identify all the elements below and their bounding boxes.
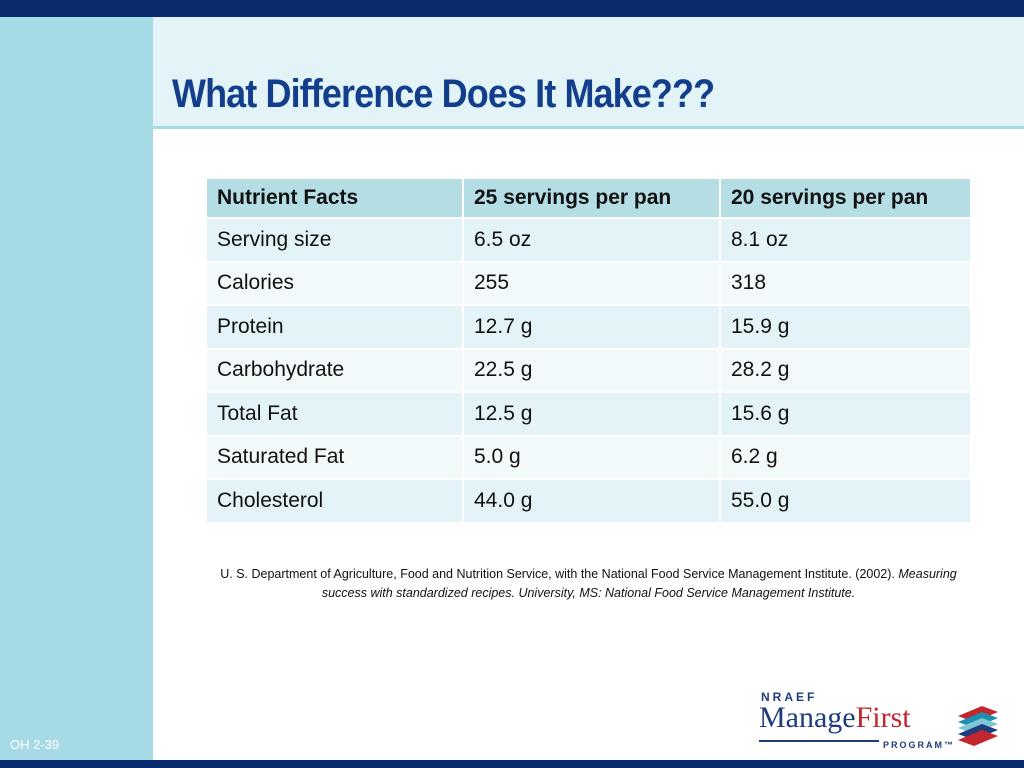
table-cell: 55.0 g bbox=[719, 478, 972, 524]
citation-text: U. S. Department of Agriculture, Food an… bbox=[220, 566, 899, 581]
table-cell: Serving size bbox=[205, 217, 464, 263]
title-divider bbox=[0, 126, 1024, 129]
table-cell: 255 bbox=[462, 260, 721, 306]
logo-wordmark-first: First bbox=[855, 701, 911, 734]
slide-number: OH 2-39 bbox=[10, 737, 60, 752]
table-header-row: Nutrient Facts 25 servings per pan 20 se… bbox=[205, 177, 972, 219]
table-cell: 8.1 oz bbox=[719, 217, 972, 263]
table-cell: Carbohydrate bbox=[205, 347, 464, 393]
nutrition-table: Nutrient Facts 25 servings per pan 20 se… bbox=[205, 177, 972, 524]
table-row: Calories 255 318 bbox=[205, 260, 972, 306]
citation: U. S. Department of Agriculture, Food an… bbox=[205, 565, 972, 603]
column-header: 25 servings per pan bbox=[462, 177, 721, 219]
table-row: Cholesterol 44.0 g 55.0 g bbox=[205, 478, 972, 524]
table-cell: 15.6 g bbox=[719, 391, 972, 437]
table-row: Saturated Fat 5.0 g 6.2 g bbox=[205, 434, 972, 480]
citation-title: Measuring success with standardized reci… bbox=[321, 566, 957, 600]
page-title: What Difference Does It Make??? bbox=[172, 72, 715, 116]
table-row: Serving size 6.5 oz 8.1 oz bbox=[205, 217, 972, 263]
bottom-bar bbox=[0, 760, 1024, 768]
table-cell: 28.2 g bbox=[719, 347, 972, 393]
table-cell: 15.9 g bbox=[719, 304, 972, 350]
logo-wordmark: ManageFirst bbox=[759, 701, 911, 735]
logo-rule bbox=[759, 740, 949, 742]
table-cell: 22.5 g bbox=[462, 347, 721, 393]
table-cell: 12.7 g bbox=[462, 304, 721, 350]
table-cell: 12.5 g bbox=[462, 391, 721, 437]
table-row: Protein 12.7 g 15.9 g bbox=[205, 304, 972, 350]
logo-wordmark-manage: Manage bbox=[759, 701, 856, 734]
left-strip bbox=[0, 17, 153, 761]
table-cell: Protein bbox=[205, 304, 464, 350]
table-row: Carbohydrate 22.5 g 28.2 g bbox=[205, 347, 972, 393]
stacked-books-icon bbox=[958, 706, 998, 746]
table-cell: 318 bbox=[719, 260, 972, 306]
table-cell: 6.5 oz bbox=[462, 217, 721, 263]
logo-org-text: NRAEF bbox=[761, 690, 818, 704]
table-cell: Saturated Fat bbox=[205, 434, 464, 480]
logo-program-text: PROGRAM™ bbox=[879, 740, 959, 750]
manage-first-logo: NRAEF ManageFirst PROGRAM™ bbox=[755, 690, 1005, 756]
column-header: 20 servings per pan bbox=[719, 177, 972, 219]
table-cell: 6.2 g bbox=[719, 434, 972, 480]
table-row: Total Fat 12.5 g 15.6 g bbox=[205, 391, 972, 437]
table-cell: Calories bbox=[205, 260, 464, 306]
top-bar bbox=[0, 0, 1024, 17]
table-cell: Total Fat bbox=[205, 391, 464, 437]
title-band bbox=[153, 17, 1024, 126]
table-cell: Cholesterol bbox=[205, 478, 464, 524]
table-cell: 44.0 g bbox=[462, 478, 721, 524]
table-cell: 5.0 g bbox=[462, 434, 721, 480]
column-header: Nutrient Facts bbox=[205, 177, 464, 219]
